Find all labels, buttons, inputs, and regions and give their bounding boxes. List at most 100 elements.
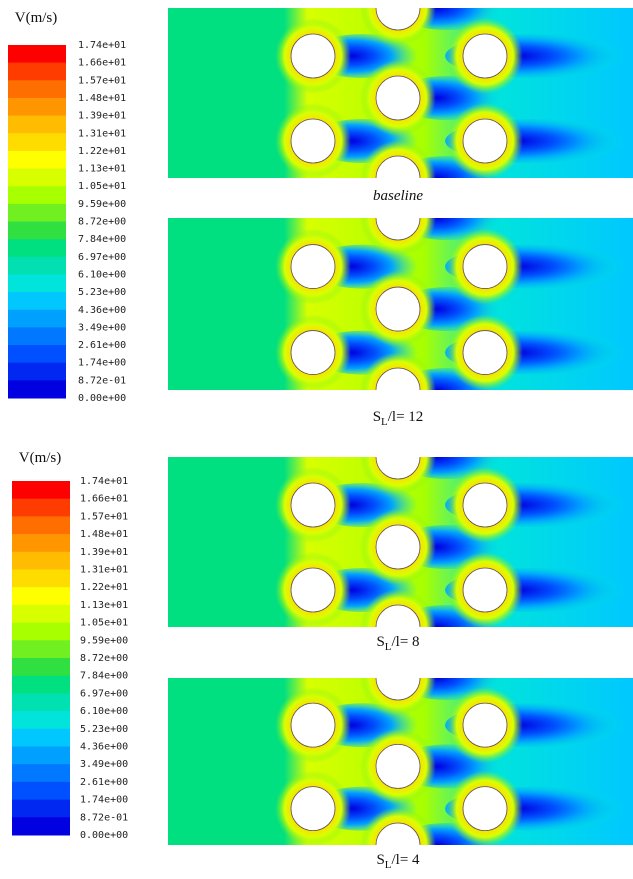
colorbar-label: 1.48e+01 [78, 93, 126, 104]
colorbar-label: 1.22e+01 [78, 146, 126, 157]
color-band [8, 222, 66, 240]
colorbar-label: 8.72e+00 [80, 653, 128, 664]
colorbar-label: 6.97e+00 [80, 688, 128, 699]
colorbar-label: 4.36e+00 [80, 742, 128, 753]
colorbar-label: 1.74e+00 [80, 795, 128, 806]
color-band [8, 98, 66, 116]
color-band [12, 570, 70, 588]
colorbar-label: 1.57e+01 [80, 511, 128, 522]
colorbar-label: 1.13e+01 [78, 164, 126, 175]
colorbar-label: 1.57e+01 [78, 75, 126, 86]
contour-panel: SL/l= 8 [168, 419, 633, 665]
color-band [8, 204, 66, 222]
colorbar-label: 2.61e+00 [80, 777, 128, 788]
color-band [12, 516, 70, 534]
contour-field [168, 0, 633, 216]
contour-panel: SL/l= 4 [168, 640, 633, 879]
colorbar-label: 1.05e+01 [80, 618, 128, 629]
panel-caption: baseline [373, 188, 423, 204]
color-band [12, 499, 70, 517]
caption-suffix: /l= 4 [392, 852, 421, 868]
colorbar-label: 0.00e+00 [78, 393, 126, 404]
colorbar-label: 6.10e+00 [78, 269, 126, 280]
colorbar-label: 1.39e+01 [78, 111, 126, 122]
color-band [12, 605, 70, 623]
color-band [12, 729, 70, 747]
colorbar-label: 1.13e+01 [80, 600, 128, 611]
color-band [12, 693, 70, 711]
contour-field [168, 180, 633, 428]
tube [463, 483, 507, 527]
tube [376, 368, 420, 412]
colorbar-label: 2.61e+00 [78, 340, 126, 351]
panel-caption: SL/l= 4 [376, 852, 420, 871]
color-band [8, 151, 66, 169]
contour-field [168, 640, 633, 879]
color-band [8, 45, 66, 63]
contour-panel: baseline [168, 0, 633, 216]
colorbar-label: 8.72e-01 [78, 375, 126, 386]
color-band [12, 676, 70, 694]
tube [376, 525, 420, 569]
caption-suffix: /l= 8 [392, 634, 420, 650]
colorbar-title: V(m/s) [15, 10, 58, 26]
color-band [8, 274, 66, 292]
color-band [8, 327, 66, 345]
tube [291, 703, 335, 747]
color-band [12, 711, 70, 729]
contour-field [168, 419, 633, 665]
contour-panel: SL/l= 12 [168, 180, 633, 428]
colorbar-label: 1.31e+01 [80, 565, 128, 576]
colorbar-label: 1.05e+01 [78, 181, 126, 192]
color-band [8, 380, 66, 398]
tube [291, 483, 335, 527]
tube [291, 787, 335, 831]
caption-symbol: S [376, 852, 384, 868]
color-band [12, 817, 70, 835]
panel-caption: SL/l= 12 [373, 409, 424, 428]
colorbar-label: 1.39e+01 [80, 547, 128, 558]
colorbar-label: 1.74e+01 [80, 476, 128, 487]
colorbar-label: 6.97e+00 [78, 252, 126, 263]
colorbar-label: 1.31e+01 [78, 128, 126, 139]
tube [463, 703, 507, 747]
color-band [8, 239, 66, 257]
colorbar-label: 1.22e+01 [80, 582, 128, 593]
colorbar: V(m/s) 1.74e+01 1.66e+01 1.57e+01 1.48e+01 1.… [12, 450, 128, 841]
figure: V(m/s) 1.74e+01 1.66e+01 1.57e+01 1.48e+01 1.… [0, 0, 633, 879]
colorbar-label: 8.72e-01 [80, 812, 128, 823]
tube [463, 568, 507, 612]
color-band [8, 292, 66, 310]
colorbar-label: 1.66e+01 [80, 494, 128, 505]
tube [463, 245, 507, 289]
colorbar-label: 0.00e+00 [80, 830, 128, 841]
color-band [12, 658, 70, 676]
color-band [12, 640, 70, 658]
color-band [8, 186, 66, 204]
colorbar-label: 3.49e+00 [80, 759, 128, 770]
color-band [8, 80, 66, 98]
color-band [12, 623, 70, 641]
color-band [8, 310, 66, 328]
colorbar-label: 7.84e+00 [80, 671, 128, 682]
panel-caption: SL/l= 8 [376, 634, 419, 653]
caption-suffix: /l= 12 [388, 409, 424, 425]
tube [463, 34, 507, 78]
colorbar-label: 4.36e+00 [78, 305, 126, 316]
color-band [8, 363, 66, 381]
color-band [8, 345, 66, 363]
colorbar-title: V(m/s) [19, 450, 62, 466]
color-band [12, 481, 70, 499]
colorbar-label: 9.59e+00 [78, 199, 126, 210]
tube [291, 119, 335, 163]
colorbar-label: 5.23e+00 [80, 724, 128, 735]
color-band [8, 169, 66, 187]
tube [376, 435, 420, 479]
color-band [12, 782, 70, 800]
color-band [8, 63, 66, 81]
color-band [12, 764, 70, 782]
colorbar-label: 1.48e+01 [80, 529, 128, 540]
tube [376, 656, 420, 700]
colorbar-label: 5.23e+00 [78, 287, 126, 298]
colorbar-label: 1.74e+01 [78, 40, 126, 51]
